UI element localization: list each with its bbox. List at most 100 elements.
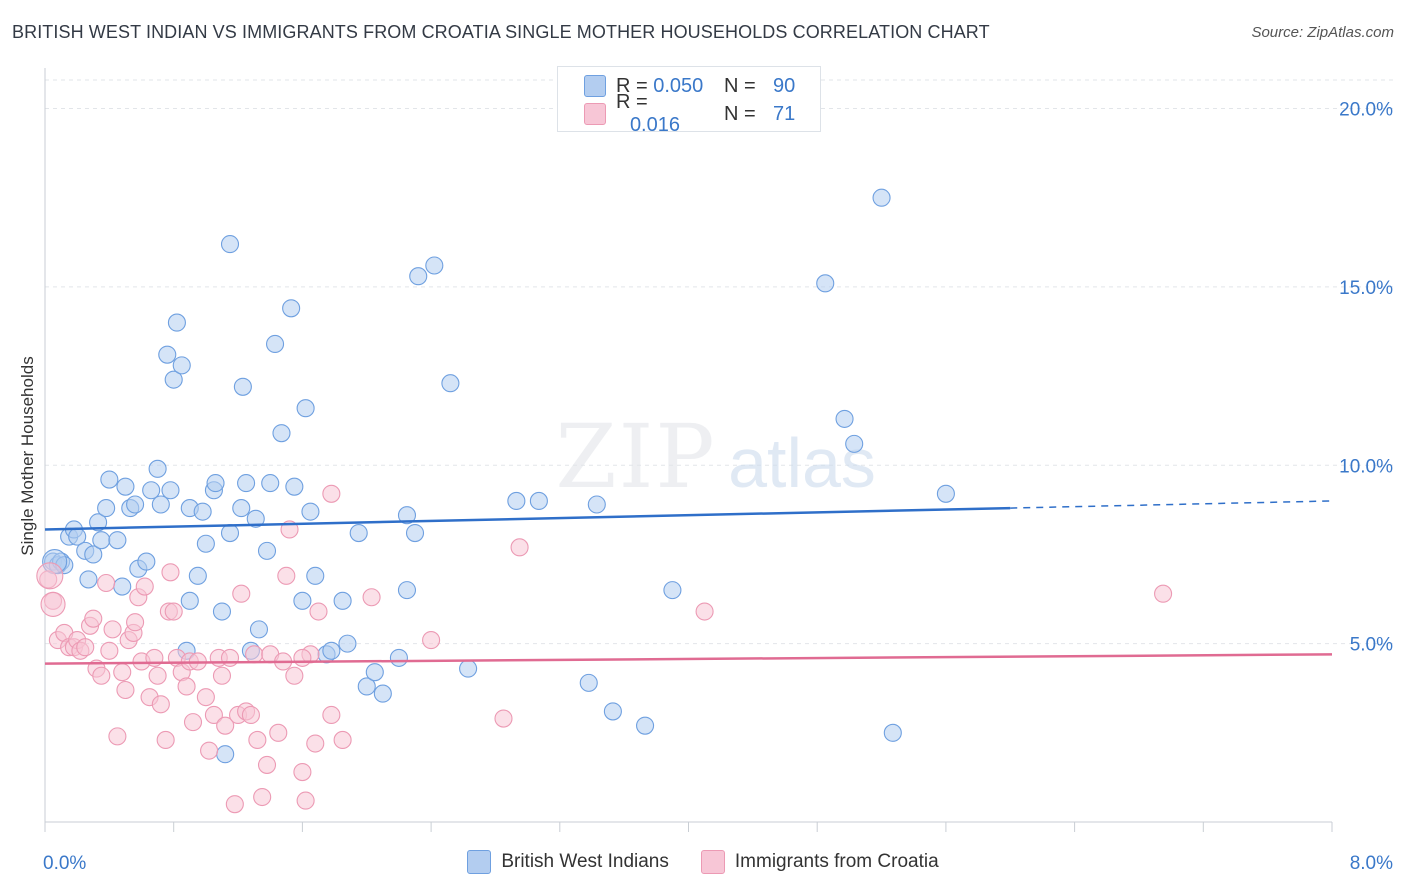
data-point [188,566,207,585]
data-point [257,755,277,774]
data-point [79,570,98,589]
data-point [220,648,240,667]
data-point [261,474,280,493]
data-point [76,638,95,657]
data-point [116,680,135,700]
correlation-legend: R = 0.050 N = 90 R = 0.016 N = 71 [557,66,821,136]
x-tick-label-max: 8.0% [1350,853,1393,874]
data-point [241,705,260,725]
data-point [322,484,341,503]
data-point [249,620,269,639]
r-value: 0.016 [629,114,680,136]
data-point [1154,584,1173,603]
data-point [151,495,170,514]
data-point [232,499,251,518]
data-point [216,716,235,735]
data-point [116,477,135,496]
data-point [92,531,111,550]
data-point [158,345,177,364]
series-british-west-indians [42,188,955,764]
data-point [257,541,277,560]
x-tick-label-min: 0.0% [43,853,86,874]
data-point [177,677,196,696]
data-point [237,474,256,493]
data-point [212,602,232,621]
data-point [301,502,320,521]
data-point [277,566,296,585]
data-point [269,723,288,742]
data-point [306,566,325,585]
data-point [126,613,145,632]
data-point [425,256,444,275]
legend-swatch-blue [467,850,492,874]
data-point [936,484,955,503]
data-point [253,787,272,807]
data-point [285,477,304,496]
data-point [695,602,714,621]
data-point [510,538,529,557]
trend-line-immigrants-from-croatia [44,653,1333,665]
data-point [100,470,119,489]
data-point [206,474,225,493]
y-tick-label: 15.0% [1339,278,1393,299]
data-point [405,523,425,543]
data-point [148,666,167,685]
series-legend: British West Indians Immigrants from Cro… [0,850,1406,874]
data-point [816,274,835,293]
series-immigrants-from-croatia [36,484,1173,814]
data-point [204,705,223,725]
data-point [389,648,408,667]
data-point [180,591,199,610]
trend-line-british-west-indians [44,506,1011,531]
data-point [108,727,127,746]
r-label: R = [616,91,648,113]
data-point [92,666,111,685]
legend-swatch-pink [700,850,725,874]
data-point [220,523,240,543]
trend-line-extension [1010,500,1333,509]
data-point [89,513,108,532]
data-point [148,459,167,478]
data-point [357,677,376,696]
n-label: N = [724,102,756,125]
data-point [338,634,357,653]
data-point [196,534,215,553]
data-point [349,523,368,543]
trend-lines [44,500,1333,665]
watermark: ZIP atlas [555,405,876,508]
data-point [233,377,252,396]
data-point [362,588,381,607]
data-point [293,648,312,667]
data-point [36,562,64,590]
data-point [409,267,428,286]
legend-item-british-west-indians[interactable]: British West Indians [467,850,669,874]
y-tick-label: 5.0% [1350,635,1393,656]
data-point [494,709,513,728]
data-point [225,795,244,814]
data-point [164,370,183,389]
data-point [285,666,304,685]
data-point [309,602,328,621]
data-point [220,235,240,254]
data-point [151,695,170,714]
data-point [172,356,191,375]
data-point [232,584,251,603]
data-point [246,509,265,528]
data-point [322,641,341,660]
data-point [322,705,341,725]
data-point [373,684,392,703]
data-point [529,491,548,510]
data-point [135,577,154,596]
data-point [603,702,622,721]
legend-item-immigrants-from-croatia[interactable]: Immigrants from Croatia [700,850,939,874]
legend-label: British West Indians [501,851,669,872]
data-point [216,745,235,764]
data-point [137,552,156,571]
y-tick-label: 20.0% [1339,100,1393,121]
data-point [293,763,312,782]
data-point [636,716,655,735]
data-point [579,673,598,692]
data-point [161,563,180,582]
data-point [845,434,864,453]
